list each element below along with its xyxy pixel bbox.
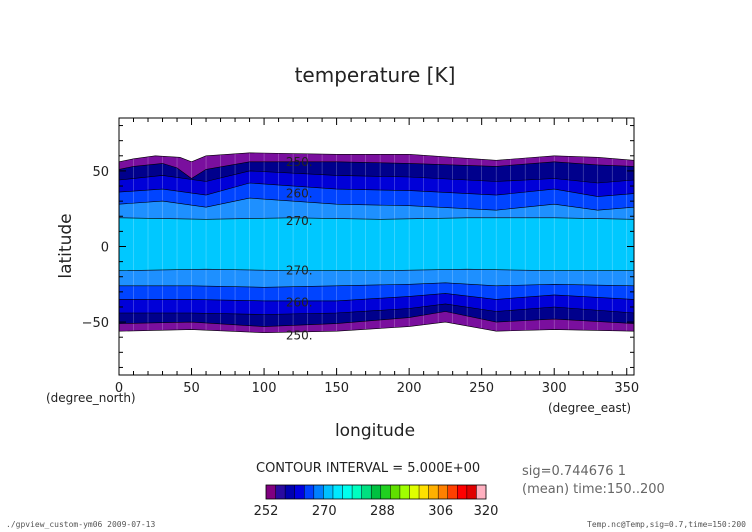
- contour-line: [118, 161, 635, 179]
- contour-label: 250.: [286, 329, 313, 343]
- colorbar-tick-label: 320: [474, 504, 499, 519]
- x-tick-label: 250: [469, 381, 494, 396]
- x-tick-label: 0: [115, 381, 123, 396]
- colorbar-swatch: [380, 485, 391, 499]
- x-tick-label: 100: [252, 381, 277, 396]
- footer-right: Temp.nc@Temp,sig=0.7,time=150:200: [587, 520, 746, 529]
- colorbar-swatch: [304, 485, 315, 499]
- x-unit-label: (degree_east): [548, 401, 631, 415]
- colorbar-swatch: [371, 485, 382, 499]
- y-tick-label: −50: [82, 316, 109, 331]
- contour-field: [119, 152, 634, 333]
- colorbar-swatch: [285, 485, 295, 499]
- x-tick-label: 350: [614, 381, 639, 396]
- y-axis-label: latitude: [56, 213, 76, 278]
- contour-line: [118, 152, 635, 163]
- x-tick-label: 200: [397, 381, 422, 396]
- y-axis: 50 0 −50: [82, 125, 634, 368]
- colorbar-swatch: [342, 485, 353, 499]
- contour-interval-label: CONTOUR INTERVAL = 5.000E+00: [256, 461, 480, 476]
- contour-line: [118, 217, 635, 220]
- colorbar-swatch: [313, 485, 324, 499]
- colorbar-swatch: [323, 485, 334, 499]
- x-axis: 0 50 100 150 200 250 300 350: [115, 118, 639, 396]
- contour-label: 260.: [286, 295, 313, 309]
- colorbar-frame: [265, 484, 487, 500]
- sig-info: sig=0.744676 1: [522, 464, 626, 479]
- colorbar-swatch: [352, 485, 362, 499]
- colorbar-swatch: [447, 485, 458, 499]
- y-tick-label: 50: [92, 165, 109, 180]
- colorbar-swatch: [466, 485, 477, 499]
- x-tick-label: 50: [183, 381, 200, 396]
- contour-label: 260.: [286, 187, 313, 201]
- colorbar-swatch: [409, 485, 420, 499]
- contour-line: [118, 321, 635, 334]
- colorbar-swatch: [419, 485, 429, 499]
- chart-title: temperature [K]: [295, 63, 456, 87]
- contour-label: 270.: [286, 214, 313, 228]
- y-unit-label: (degree_north): [46, 391, 136, 405]
- colorbar-swatch: [390, 485, 401, 499]
- contour-label: 270.: [286, 264, 313, 278]
- colorbar-tick-label: 252: [254, 504, 279, 519]
- colorbar-swatch: [457, 485, 468, 499]
- contour-line: [119, 293, 635, 302]
- contour-lines: [118, 152, 635, 334]
- x-axis-label: longitude: [335, 421, 415, 441]
- colorbar-swatch: [275, 485, 286, 499]
- contour-line: [118, 311, 635, 327]
- colorbar-swatch: [428, 485, 439, 499]
- footer-left: ./gpview_custom-ym06 2009-07-13: [6, 520, 155, 529]
- y-tick-label: 0: [101, 241, 109, 256]
- colorbar-swatch: [476, 485, 487, 499]
- colorbar-swatch: [361, 485, 372, 499]
- colorbar-tick-label: 270: [312, 504, 337, 519]
- time-info: (mean) time:150..200: [522, 482, 665, 497]
- colorbar-tick-label: 288: [370, 504, 395, 519]
- contour-labels: 250. 260. 270. 270. 260. 250.: [286, 155, 313, 343]
- colorbar-swatch: [438, 485, 449, 499]
- colorbar-swatch: [266, 485, 276, 499]
- contour-label: 250.: [286, 155, 313, 169]
- contour-line: [119, 303, 635, 315]
- grid-lines: [133, 118, 628, 375]
- colorbar-swatch: [399, 485, 410, 499]
- contour-band: [119, 217, 634, 271]
- x-tick-label: 150: [324, 381, 349, 396]
- contour-line: [118, 268, 634, 271]
- colorbar-tick-label: 306: [428, 504, 453, 519]
- contour-line: [118, 182, 635, 197]
- contour-line: [118, 197, 635, 211]
- contour-line: [119, 282, 635, 288]
- colorbar: [265, 484, 487, 500]
- colorbar-swatch: [332, 485, 343, 499]
- colorbar-swatch: [294, 485, 305, 499]
- colorbar-ticks: 252 270 288 306 320: [254, 504, 499, 519]
- x-tick-label: 300: [542, 381, 567, 396]
- contour-line: [118, 170, 635, 184]
